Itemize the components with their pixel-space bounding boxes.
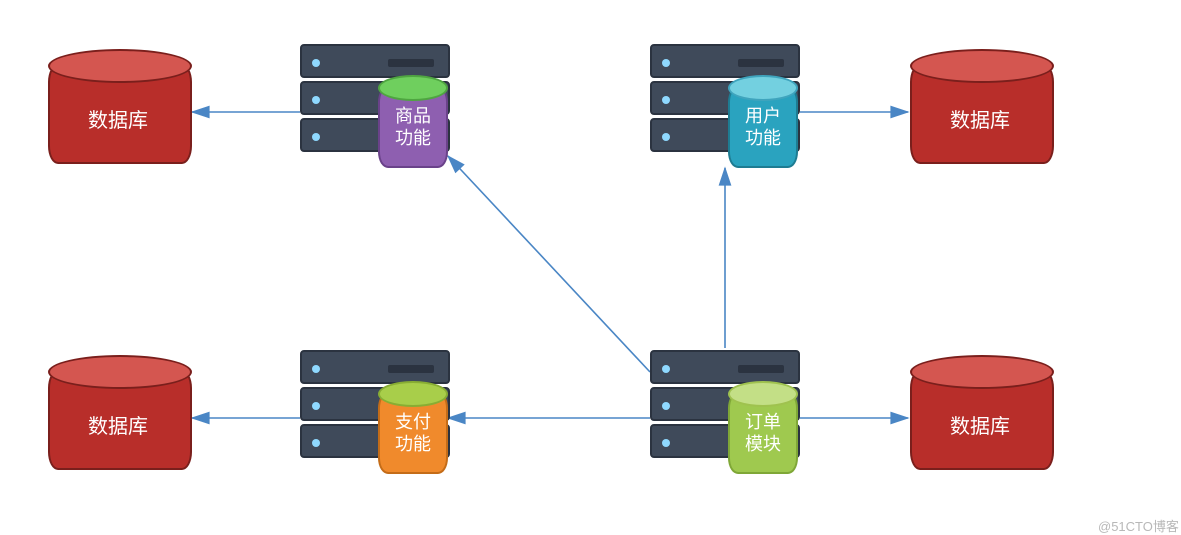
- module-mod-order: 订单模块: [728, 392, 794, 470]
- module-mod-pay: 支付功能: [378, 392, 444, 470]
- edge-e-order-goods: [448, 156, 650, 372]
- module-mod-user: 用户功能: [728, 86, 794, 164]
- led-icon: [662, 59, 670, 67]
- server-unit: [650, 44, 800, 78]
- db-top: [910, 355, 1054, 389]
- module-label: 支付功能: [395, 411, 431, 456]
- db-top: [48, 49, 192, 83]
- led-icon: [312, 365, 320, 373]
- database-db-br: 数据库: [910, 370, 1050, 466]
- database-db-tl: 数据库: [48, 64, 188, 160]
- module-mod-goods: 商品功能: [378, 86, 444, 164]
- led-icon: [662, 96, 670, 104]
- module-label: 订单模块: [745, 411, 781, 456]
- db-label: 数据库: [910, 410, 1050, 439]
- server-slot: [388, 365, 434, 373]
- led-icon: [662, 133, 670, 141]
- server-unit: [300, 350, 450, 384]
- module-top: [378, 381, 448, 407]
- server-unit: [650, 350, 800, 384]
- database-db-bl: 数据库: [48, 370, 188, 466]
- led-icon: [312, 96, 320, 104]
- module-top: [728, 75, 798, 101]
- led-icon: [662, 439, 670, 447]
- server-slot: [738, 59, 784, 67]
- led-icon: [312, 439, 320, 447]
- module-top: [378, 75, 448, 101]
- db-top: [48, 355, 192, 389]
- db-top: [910, 49, 1054, 83]
- database-db-tr: 数据库: [910, 64, 1050, 160]
- server-slot: [388, 59, 434, 67]
- led-icon: [312, 402, 320, 410]
- led-icon: [662, 402, 670, 410]
- led-icon: [312, 133, 320, 141]
- module-label: 商品功能: [395, 105, 431, 150]
- db-label: 数据库: [910, 104, 1050, 133]
- server-unit: [300, 44, 450, 78]
- db-label: 数据库: [48, 104, 188, 133]
- led-icon: [662, 365, 670, 373]
- watermark: @51CTO博客: [1098, 516, 1179, 535]
- led-icon: [312, 59, 320, 67]
- module-top: [728, 381, 798, 407]
- module-label: 用户功能: [745, 105, 781, 150]
- db-label: 数据库: [48, 410, 188, 439]
- server-slot: [738, 365, 784, 373]
